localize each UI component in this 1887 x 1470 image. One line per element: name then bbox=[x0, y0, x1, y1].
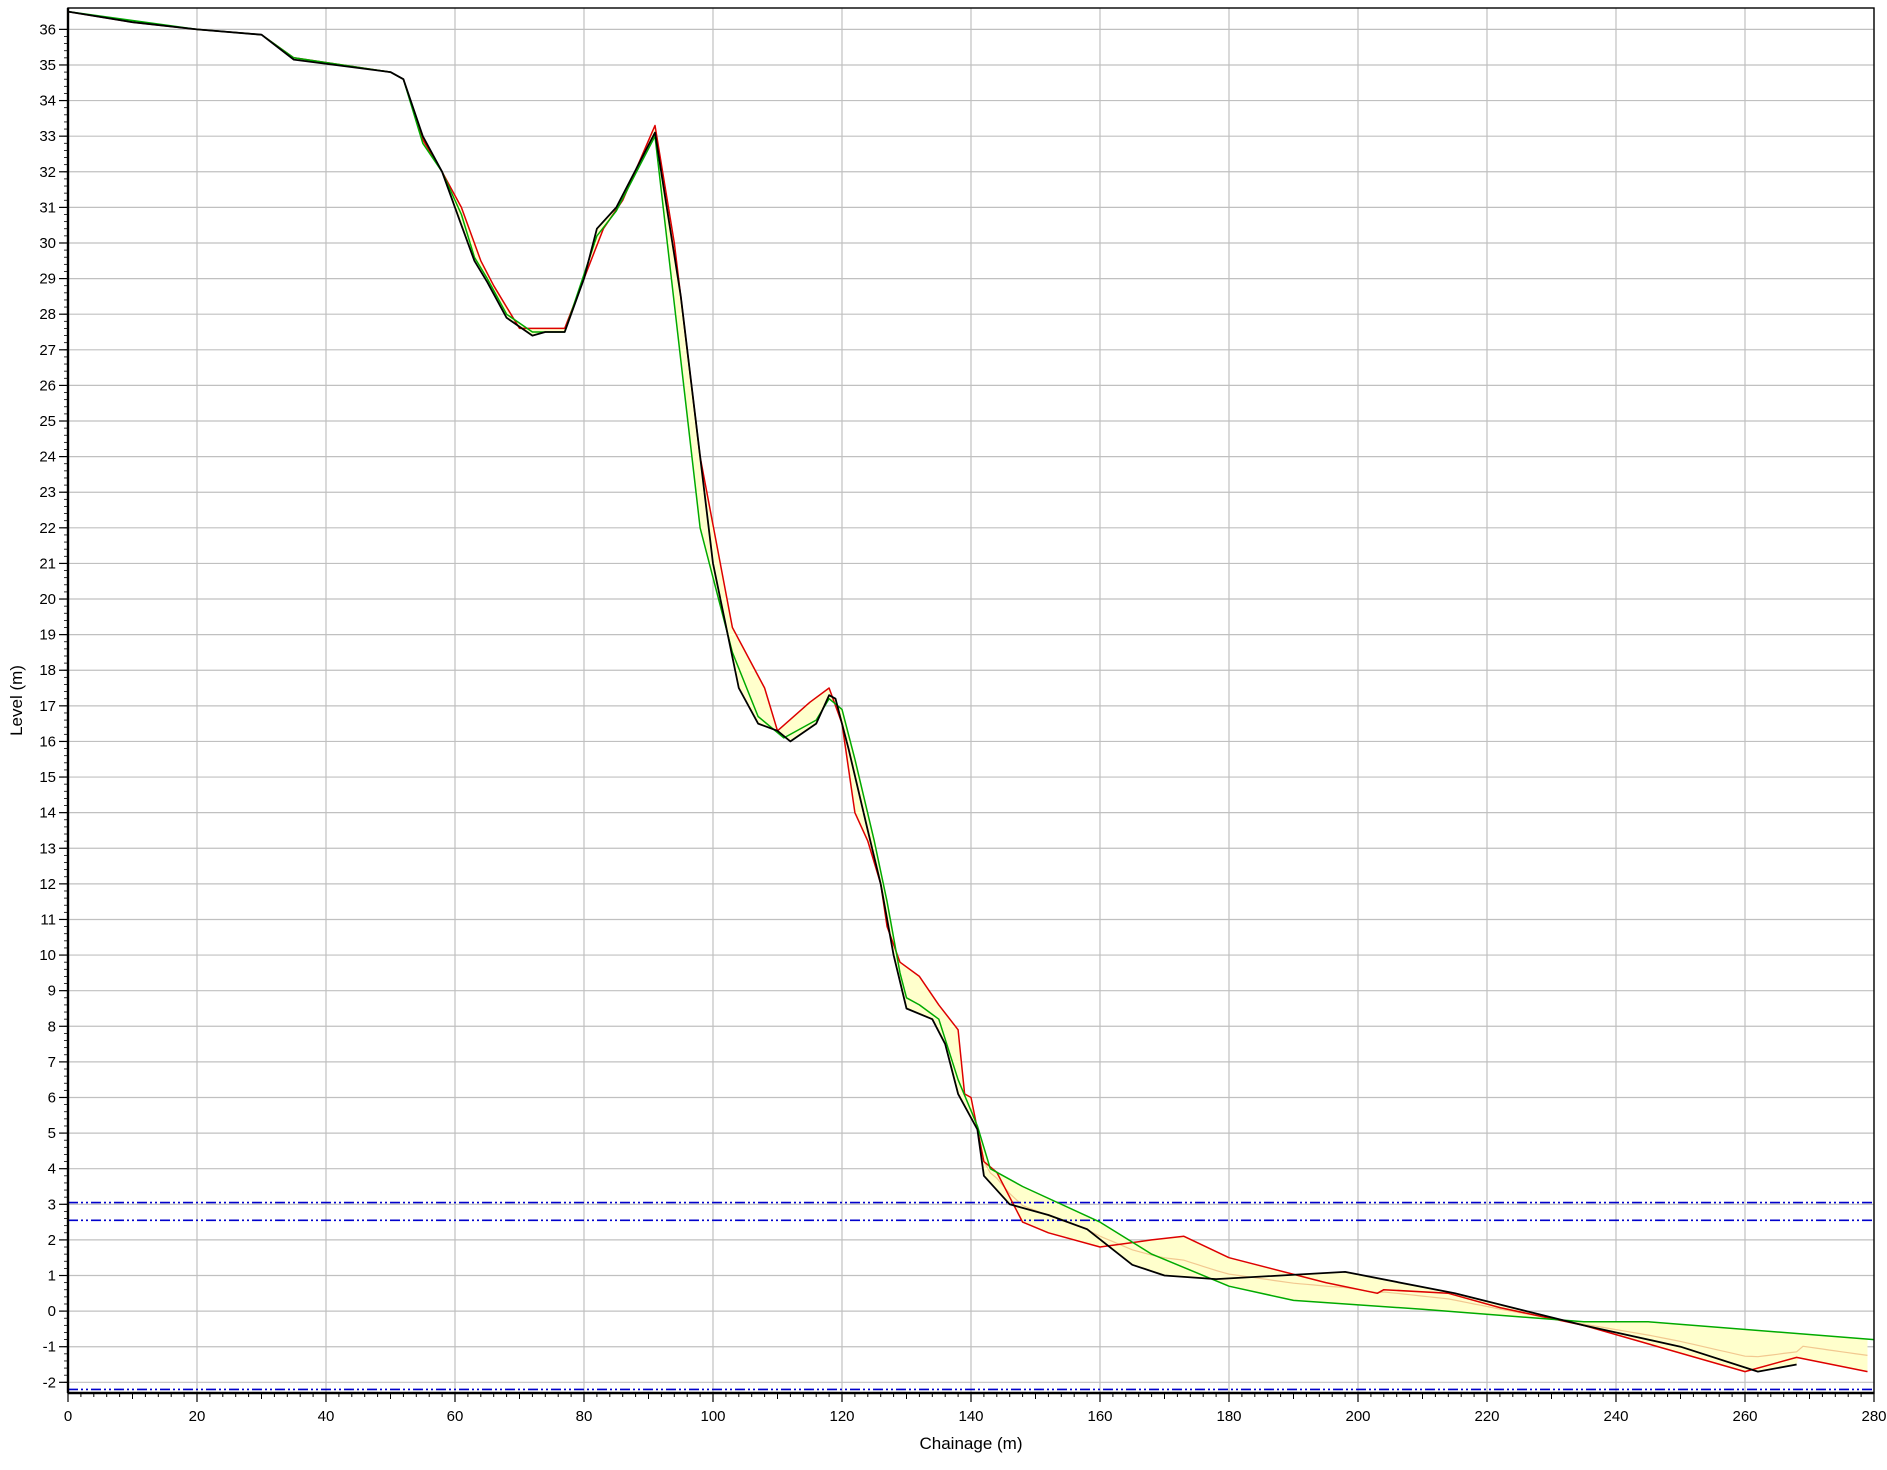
x-tick-label: 80 bbox=[576, 1408, 593, 1425]
y-tick-label: 34 bbox=[39, 93, 56, 110]
y-tick-label: -2 bbox=[43, 1374, 56, 1391]
y-tick-label: 11 bbox=[40, 911, 56, 928]
y-tick-label: 6 bbox=[48, 1089, 56, 1106]
y-tick-label: 18 bbox=[39, 662, 56, 679]
y-tick-label: 29 bbox=[39, 271, 56, 288]
y-tick-label: 25 bbox=[39, 413, 56, 430]
x-tick-label: 40 bbox=[318, 1408, 335, 1425]
y-tick-label: 17 bbox=[39, 698, 56, 715]
x-tick-label: 120 bbox=[829, 1408, 854, 1425]
y-tick-label: 21 bbox=[39, 555, 56, 572]
y-axis-title: Level (m) bbox=[7, 665, 26, 736]
x-tick-label: 160 bbox=[1087, 1408, 1112, 1425]
y-tick-label: 30 bbox=[39, 235, 56, 252]
y-tick-label: 24 bbox=[39, 449, 56, 466]
black-profile-line bbox=[67, 10, 1797, 1373]
y-tick-label: 10 bbox=[39, 947, 56, 964]
y-tick-label: 2 bbox=[48, 1232, 56, 1249]
y-tick-label: 36 bbox=[39, 21, 56, 38]
y-tick-label: 13 bbox=[39, 840, 56, 857]
y-tick-label: 28 bbox=[39, 306, 56, 323]
y-tick-label: 19 bbox=[39, 627, 56, 644]
difference-area bbox=[68, 11, 1868, 1372]
y-tick-label: 8 bbox=[48, 1018, 56, 1035]
x-tick-label: 60 bbox=[447, 1408, 464, 1425]
x-tick-label: 260 bbox=[1732, 1408, 1757, 1425]
y-tick-label: 12 bbox=[39, 876, 56, 893]
grid-lines bbox=[67, 8, 1875, 1393]
x-tick-label: 180 bbox=[1216, 1408, 1241, 1425]
y-tick-label: 0 bbox=[48, 1303, 56, 1320]
y-tick-label: 31 bbox=[39, 199, 56, 216]
x-tick-label: 220 bbox=[1474, 1408, 1499, 1425]
y-tick-label: 3 bbox=[48, 1196, 56, 1213]
y-tick-label: 32 bbox=[39, 164, 56, 181]
x-tick-label: 240 bbox=[1603, 1408, 1628, 1425]
y-tick-label: 20 bbox=[39, 591, 56, 608]
y-tick-label: -1 bbox=[43, 1339, 56, 1356]
x-tick-label: 140 bbox=[958, 1408, 983, 1425]
x-axis-title: Chainage (m) bbox=[920, 1434, 1023, 1453]
y-tick-label: 1 bbox=[48, 1268, 56, 1285]
red-profile-line bbox=[67, 10, 1868, 1373]
x-tick-label: 200 bbox=[1345, 1408, 1370, 1425]
y-tick-label: 15 bbox=[39, 769, 56, 786]
y-tick-label: 4 bbox=[48, 1161, 56, 1178]
y-tick-label: 22 bbox=[39, 520, 56, 537]
y-tick-label: 26 bbox=[39, 377, 56, 394]
y-tick-label: 33 bbox=[39, 128, 56, 145]
x-axis: 0 20 40 60 80 100 120 140 160 180 200 220 240 260 280 bbox=[64, 1393, 1887, 1425]
y-tick-label: 7 bbox=[48, 1054, 56, 1071]
y-tick-label: 27 bbox=[39, 342, 56, 359]
x-tick-label: 280 bbox=[1861, 1408, 1886, 1425]
green-profile-line bbox=[67, 10, 1875, 1341]
x-tick-label: 100 bbox=[700, 1408, 725, 1425]
y-axis: -2-1012345678910111213141516171819202122… bbox=[39, 21, 68, 1391]
profile-lines bbox=[67, 10, 1875, 1373]
y-tick-label: 5 bbox=[48, 1125, 56, 1142]
y-tick-label: 23 bbox=[39, 484, 56, 501]
water-level-lines bbox=[68, 1201, 1874, 1391]
x-tick-label: 0 bbox=[64, 1408, 72, 1425]
y-tick-label: 9 bbox=[48, 983, 56, 1000]
x-tick-label: 20 bbox=[189, 1408, 206, 1425]
y-tick-label: 16 bbox=[39, 733, 56, 750]
y-tick-label: 35 bbox=[39, 57, 56, 74]
y-tick-label: 14 bbox=[39, 805, 56, 822]
